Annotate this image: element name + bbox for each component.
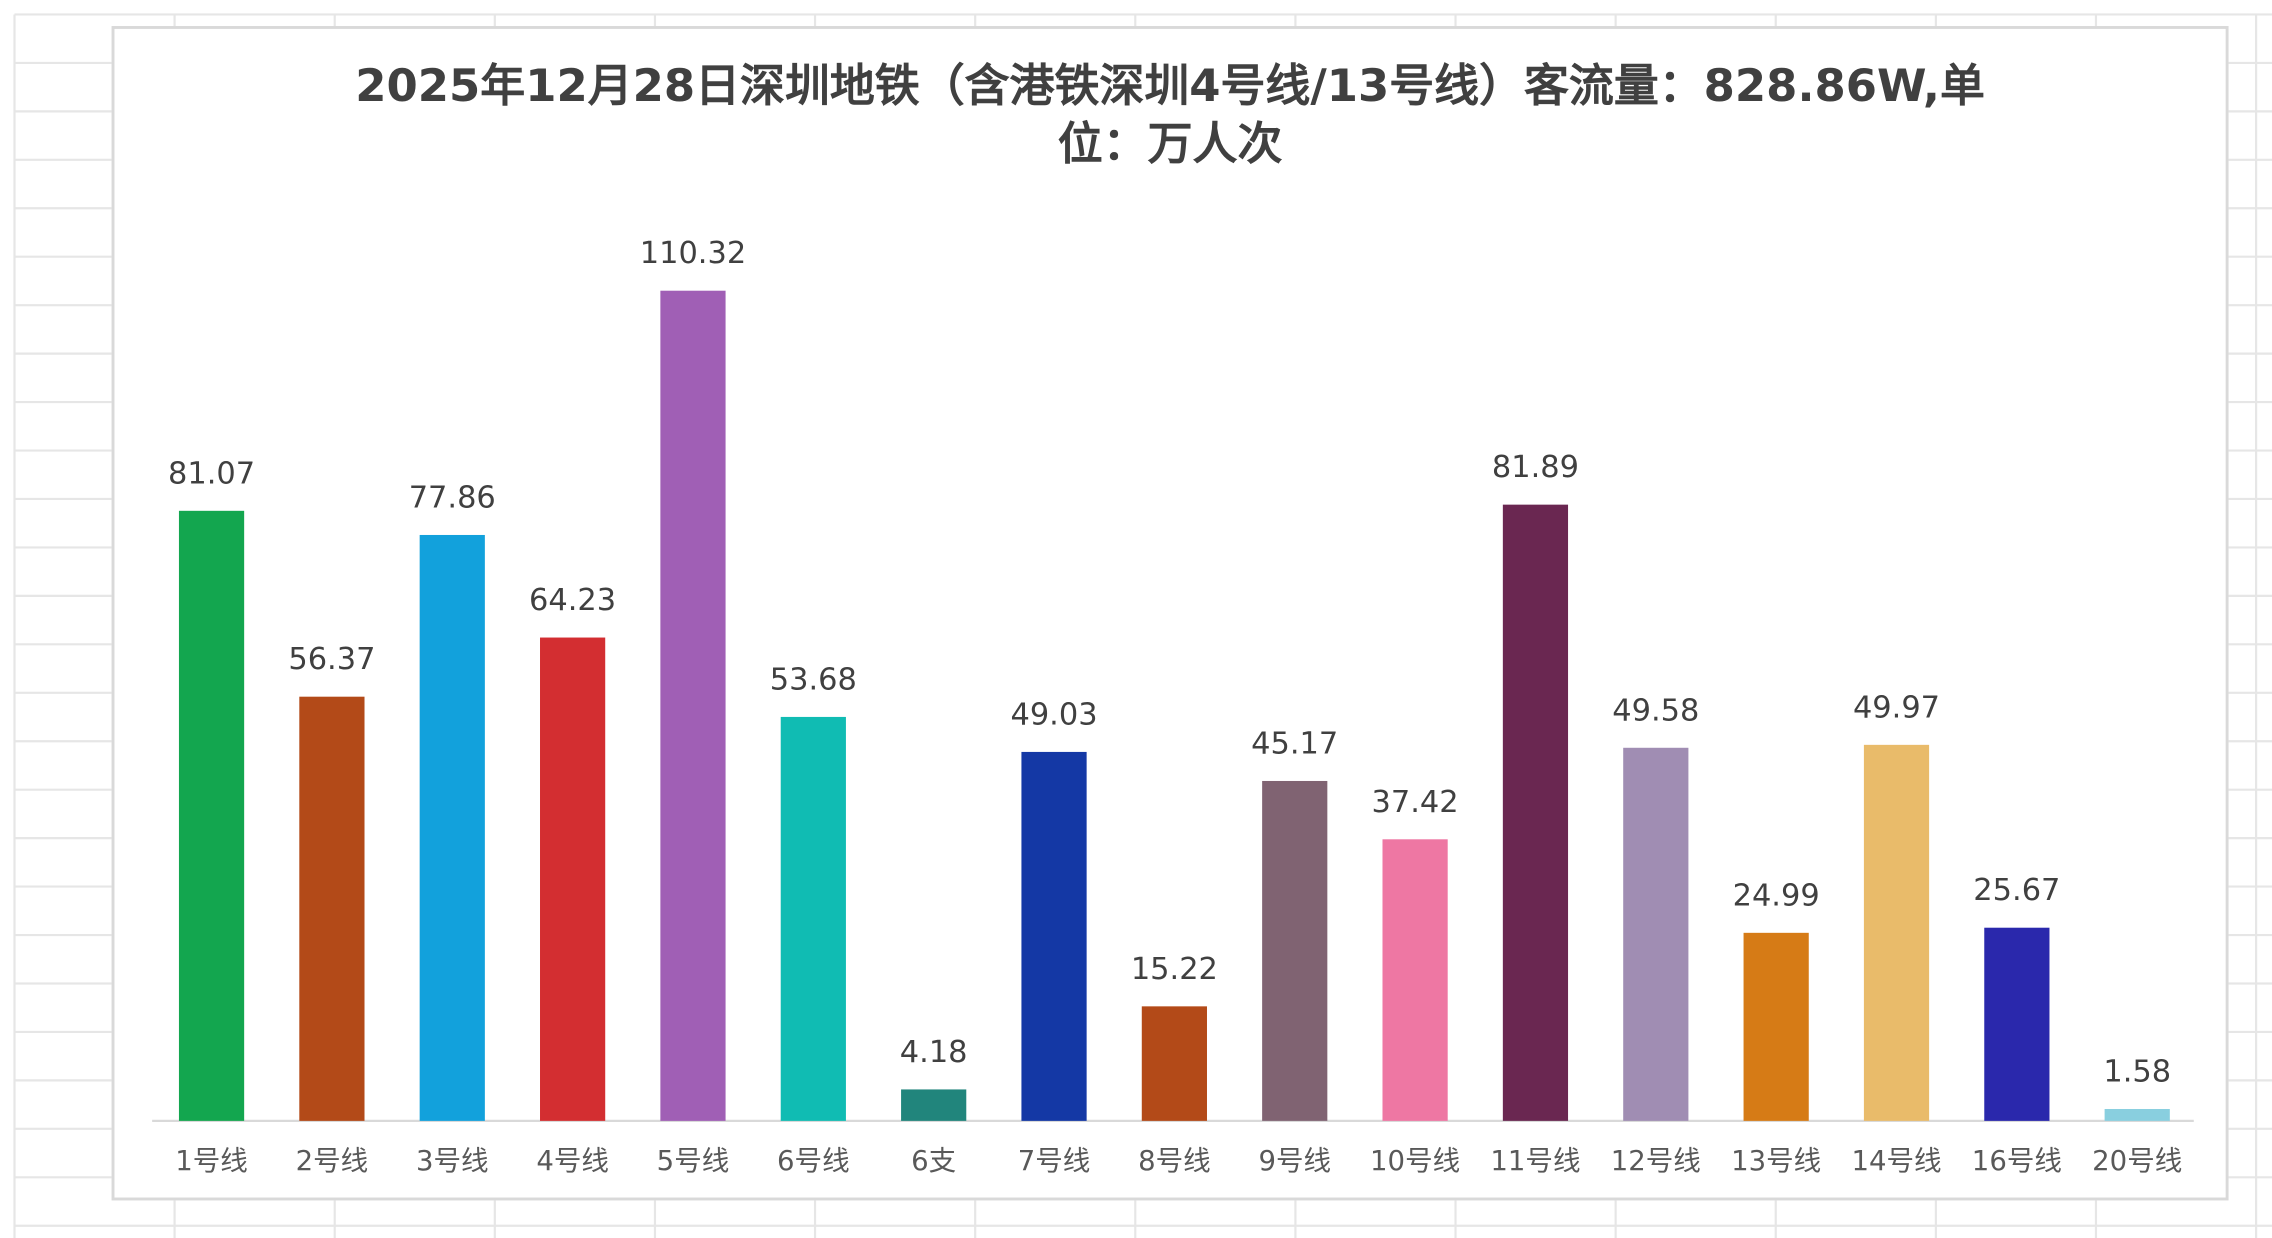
category-label: 10号线 [1370, 1145, 1460, 1177]
category-label: 7号线 [1018, 1145, 1091, 1177]
chart-area[interactable]: 81.07 1号线 56.37 2号线 77.86 3号线 64.23 4号线 110.32 5号… [111, 26, 2229, 1201]
category-label: 16号线 [1972, 1145, 2062, 1177]
category-label: 11号线 [1490, 1145, 1580, 1177]
bar-12号线 [1623, 747, 1689, 1121]
bar-5号线 [660, 290, 726, 1121]
bar-9号线 [1262, 780, 1328, 1121]
category-label: 13号线 [1731, 1145, 1821, 1177]
category-label: 6支 [911, 1145, 956, 1177]
data-label: 15.22 [1131, 952, 1218, 987]
category-label: 12号线 [1611, 1145, 1701, 1177]
data-label: 4.18 [900, 1035, 968, 1070]
bar-16号线 [1984, 927, 2050, 1121]
category-label: 20号线 [2092, 1145, 2182, 1177]
data-label: 53.68 [770, 662, 857, 697]
data-label: 1.58 [2103, 1055, 2171, 1090]
data-label: 49.97 [1853, 690, 1940, 725]
category-label: 4号线 [536, 1145, 609, 1177]
category-label: 3号线 [416, 1145, 489, 1177]
bar-10号线 [1382, 839, 1448, 1121]
category-label: 9号线 [1258, 1145, 1331, 1177]
bar-4号线 [540, 637, 606, 1121]
data-label: 77.86 [409, 481, 496, 516]
bar-1号线 [178, 510, 245, 1121]
data-label: 81.07 [168, 456, 255, 491]
data-label: 49.03 [1010, 697, 1097, 732]
data-label: 25.67 [1973, 873, 2060, 908]
data-label: 24.99 [1733, 878, 1820, 913]
data-label: 56.37 [288, 642, 375, 677]
bar-2号线 [299, 696, 365, 1121]
data-label: 49.58 [1612, 693, 1699, 728]
category-label: 5号线 [657, 1145, 730, 1177]
data-label: 64.23 [529, 583, 616, 618]
category-label: 1号线 [175, 1145, 248, 1177]
bar-11号线 [1502, 504, 1569, 1121]
category-label: 2号线 [296, 1145, 369, 1177]
category-label: 6号线 [777, 1145, 850, 1177]
bar-3号线 [419, 534, 485, 1121]
data-label: 37.42 [1372, 785, 1459, 820]
bar-7号线 [1021, 751, 1087, 1121]
data-label: 110.32 [640, 236, 746, 271]
bar-20号线 [2104, 1108, 2170, 1121]
chart-title: 2025年12月28日深圳地铁（含港铁深圳4号线/13号线）客流量：828.86… [355, 60, 1985, 171]
bar-13号线 [1743, 932, 1809, 1121]
bar-8号线 [1141, 1006, 1207, 1121]
bar-14号线 [1863, 744, 1930, 1121]
bar-6支 [901, 1089, 967, 1121]
data-label: 81.89 [1492, 450, 1579, 485]
data-label: 45.17 [1251, 727, 1338, 762]
bar-plot: 81.07 1号线 56.37 2号线 77.86 3号线 64.23 4号线 110.32 5号… [152, 236, 2194, 1177]
category-label: 14号线 [1851, 1145, 1941, 1177]
bar-6号线 [780, 716, 846, 1121]
category-label: 8号线 [1138, 1145, 1211, 1177]
